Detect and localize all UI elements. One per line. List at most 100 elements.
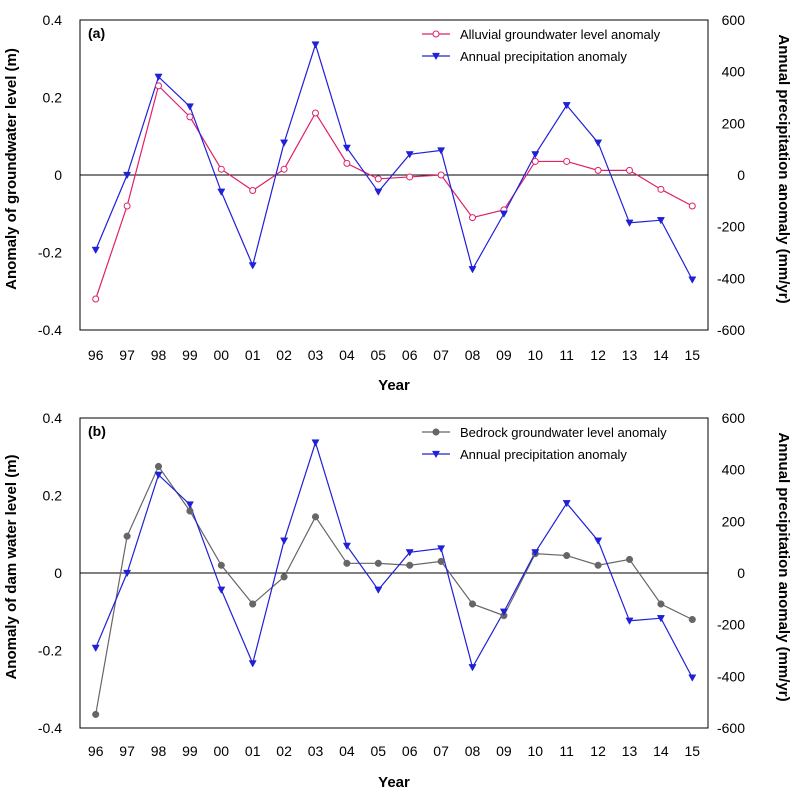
legend-label-alluvial: Alluvial groundwater level anomaly — [460, 27, 661, 42]
point-alluvial-groundwater-level-anomaly-13 — [626, 166, 633, 174]
x-tick-11: 11 — [559, 743, 574, 759]
point-bedrock-groundwater-level-anomaly-08 — [468, 600, 477, 608]
x-tick-14: 14 — [653, 743, 669, 759]
y-axis-label-right-a: Annual precipitation anomaly (mm/yr) — [775, 34, 792, 303]
point-alluvial-groundwater-level-anomaly-99 — [186, 113, 194, 121]
y-tick-left-0-2: -0.2 — [38, 643, 62, 659]
x-tick-03: 03 — [308, 347, 324, 363]
point-annual-precipitation-anomaly-98 — [154, 73, 163, 81]
x-tick-06: 06 — [402, 347, 418, 363]
point-annual-precipitation-anomaly-98 — [154, 471, 163, 479]
point-bedrock-groundwater-level-anomaly-15 — [688, 615, 696, 624]
point-annual-precipitation-anomaly-08 — [468, 266, 477, 274]
point-annual-precipitation-anomaly-07 — [437, 147, 446, 155]
point-bedrock-groundwater-level-anomaly-00 — [217, 561, 225, 569]
point-annual-precipitation-anomaly-11 — [562, 500, 571, 508]
y-axis-label-left-b: Anomaly of dam water level (m) — [3, 454, 20, 679]
x-tick-11: 11 — [559, 347, 574, 363]
point-alluvial-groundwater-level-anomaly-06 — [406, 173, 414, 181]
y-tick-left-0-2: 0.2 — [43, 488, 63, 504]
legend-marker-annual-precipitation-anomaly — [431, 52, 441, 61]
point-annual-precipitation-anomaly-05 — [374, 188, 383, 196]
legend-b: Bedrock groundwater level anomaly Annual… — [422, 425, 667, 462]
x-axis-label-a: Year — [378, 377, 410, 394]
point-annual-precipitation-anomaly-10 — [531, 549, 540, 557]
point-alluvial-groundwater-level-anomaly-07 — [437, 171, 445, 179]
x-tick-96: 96 — [88, 743, 104, 759]
y-tick-left-0: 0 — [54, 167, 62, 183]
x-tick-99: 99 — [182, 743, 198, 759]
x-tick-06: 06 — [402, 743, 418, 759]
x-tick-02: 02 — [276, 743, 292, 759]
point-annual-precipitation-anomaly-99 — [185, 103, 194, 111]
x-tick-08: 08 — [465, 743, 481, 759]
x-tick-98: 98 — [151, 347, 167, 363]
panel-label-a: (a) — [88, 25, 105, 41]
point-annual-precipitation-anomaly-97 — [123, 569, 132, 578]
x-tick-12: 12 — [590, 347, 606, 363]
point-bedrock-groundwater-level-anomaly-02 — [280, 573, 288, 581]
x-tick-03: 03 — [308, 743, 324, 759]
x-axis-label-b: Year — [378, 774, 410, 791]
point-bedrock-groundwater-level-anomaly-96 — [92, 710, 100, 718]
x-tick-97: 97 — [119, 743, 135, 759]
x-tick-13: 13 — [622, 347, 638, 363]
x-tick-04: 04 — [339, 347, 355, 363]
y-tick-right-200: -200 — [717, 617, 745, 633]
legend-marker-alluvial-groundwater-level-anomaly — [432, 30, 440, 38]
series-line-annual-precipitation-anomaly — [95, 42, 693, 280]
point-bedrock-groundwater-level-anomaly-06 — [406, 561, 414, 569]
y-tick-right-400: -400 — [717, 270, 745, 286]
point-annual-precipitation-anomaly-05 — [374, 586, 383, 594]
y-tick-right-600: 600 — [722, 410, 746, 426]
x-tick-13: 13 — [622, 743, 638, 759]
point-alluvial-groundwater-level-anomaly-04 — [343, 159, 351, 167]
x-tick-07: 07 — [433, 743, 449, 759]
point-alluvial-groundwater-level-anomaly-11 — [563, 157, 571, 165]
series-line-annual-precipitation-anomaly — [95, 440, 693, 678]
point-annual-precipitation-anomaly-97 — [123, 171, 132, 180]
point-annual-precipitation-anomaly-14 — [656, 217, 665, 225]
y-tick-left-0-4: 0.4 — [43, 410, 63, 426]
point-annual-precipitation-anomaly-96 — [91, 246, 100, 255]
panel-label-b: (b) — [88, 423, 106, 439]
y-tick-left-0: 0 — [54, 565, 62, 581]
point-annual-precipitation-anomaly-00 — [217, 586, 226, 594]
point-annual-precipitation-anomaly-09 — [499, 608, 508, 616]
point-annual-precipitation-anomaly-15 — [688, 674, 697, 682]
point-bedrock-groundwater-level-anomaly-13 — [625, 555, 634, 563]
point-bedrock-groundwater-level-anomaly-07 — [437, 557, 445, 565]
point-annual-precipitation-anomaly-06 — [405, 549, 414, 557]
point-annual-precipitation-anomaly-08 — [468, 664, 477, 672]
legend-marker-bedrock-groundwater-level-anomaly — [432, 428, 440, 436]
y-tick-right-0: 0 — [737, 565, 745, 581]
y-tick-right-600: -600 — [717, 720, 745, 736]
y-tick-right-600: -600 — [717, 322, 745, 338]
point-annual-precipitation-anomaly-03 — [311, 41, 320, 49]
y-tick-right-400: -400 — [717, 668, 745, 684]
y-tick-right-200: -200 — [717, 219, 745, 235]
point-alluvial-groundwater-level-anomaly-98 — [155, 82, 162, 90]
x-tick-04: 04 — [339, 743, 355, 759]
x-tick-10: 10 — [528, 743, 544, 759]
legend-label-bedrock: Bedrock groundwater level anomaly — [460, 425, 667, 440]
y-tick-left-0-2: 0.2 — [43, 90, 63, 106]
y-tick-left-0-2: -0.2 — [38, 245, 62, 261]
point-bedrock-groundwater-level-anomaly-99 — [186, 507, 194, 515]
x-tick-98: 98 — [151, 743, 167, 759]
point-annual-precipitation-anomaly-04 — [342, 144, 351, 152]
point-annual-precipitation-anomaly-02 — [280, 139, 289, 147]
y-tick-right-600: 600 — [722, 12, 746, 28]
point-annual-precipitation-anomaly-02 — [280, 537, 289, 545]
x-tick-15: 15 — [685, 347, 701, 363]
x-tick-05: 05 — [371, 743, 387, 759]
y-tick-right-400: 400 — [722, 64, 746, 80]
point-bedrock-groundwater-level-anomaly-97 — [123, 532, 131, 540]
x-tick-00: 00 — [214, 347, 230, 363]
point-annual-precipitation-anomaly-03 — [311, 439, 320, 447]
x-tick-07: 07 — [433, 347, 449, 363]
point-annual-precipitation-anomaly-99 — [185, 501, 194, 509]
point-annual-precipitation-anomaly-12 — [594, 139, 603, 147]
x-tick-14: 14 — [653, 347, 669, 363]
